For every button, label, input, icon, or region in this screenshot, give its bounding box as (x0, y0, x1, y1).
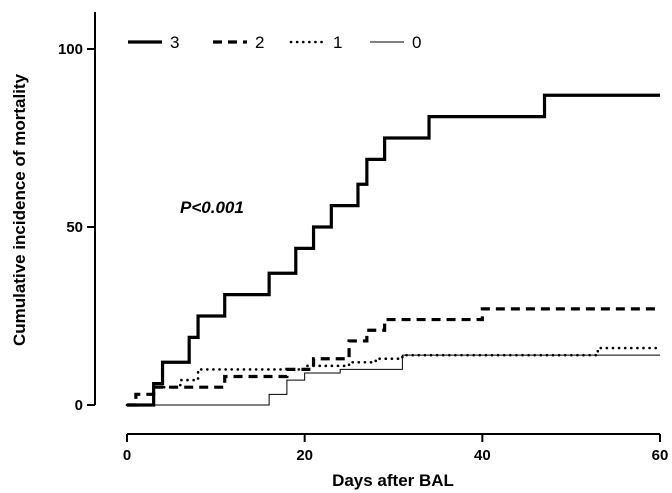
x-tick-label: 0 (123, 447, 131, 464)
legend-label-2: 2 (255, 33, 264, 52)
legend-label-3: 3 (170, 33, 179, 52)
legend-label-1: 1 (333, 33, 342, 52)
series-lines (125, 93, 662, 407)
series-line-2 (127, 307, 660, 407)
x-tick-label: 60 (652, 447, 669, 464)
y-axis-label: Cumulative incidence of mortality (10, 73, 29, 346)
series-line-3 (127, 93, 660, 407)
y-tick-label: 50 (66, 219, 83, 236)
p-value-annotation: P<0.001 (180, 198, 244, 217)
y-tick-label: 100 (58, 41, 83, 58)
legend-label-0: 0 (412, 33, 421, 52)
x-tick-label: 20 (296, 447, 313, 464)
legend: 3 2 1 0 (128, 33, 421, 52)
series-line-1 (125, 346, 662, 407)
x-axis-label: Days after BAL (332, 471, 454, 490)
x-tick-label: 40 (474, 447, 491, 464)
y-tick-label: 0 (75, 397, 83, 414)
series-line-0 (127, 354, 660, 406)
